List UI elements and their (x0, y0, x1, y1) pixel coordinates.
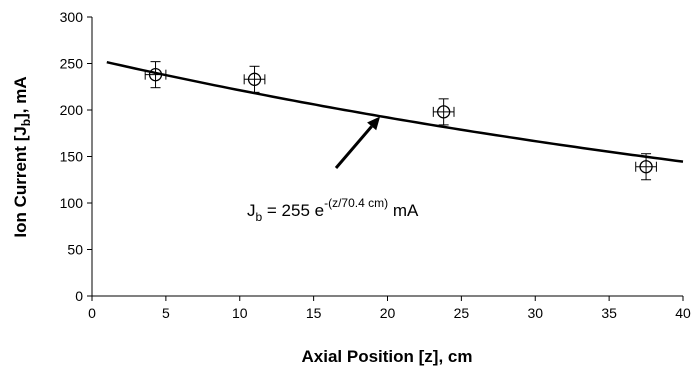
x-tick-label: 15 (306, 305, 322, 321)
x-tick-label: 35 (601, 305, 617, 321)
x-ticks: 0 5 10 15 20 25 30 35 40 (88, 296, 691, 321)
y-tick-label: 50 (67, 242, 83, 258)
data-points (144, 61, 657, 181)
annotation-arrow (334, 125, 373, 169)
x-tick-label: 10 (232, 305, 248, 321)
data-point (432, 98, 455, 126)
fit-curve (106, 60, 684, 163)
x-tick-label: 30 (527, 305, 543, 321)
x-tick-label: 5 (162, 305, 170, 321)
point-marker (639, 160, 653, 174)
data-point (243, 65, 266, 93)
axes (91, 17, 683, 297)
y-tick-label: 0 (75, 288, 83, 304)
y-tick-label: 250 (60, 56, 84, 72)
equation-label: Jb = 255 e-(z/70.4 cm) mA (247, 196, 419, 224)
y-ticks: 0 50 100 150 200 250 300 (60, 9, 92, 304)
annotation-arrow-head (367, 116, 381, 131)
point-marker (148, 68, 163, 82)
point-marker (247, 72, 262, 86)
point-marker (436, 105, 451, 119)
y-axis-title: Ion Current [Jb], mA (11, 76, 33, 237)
x-tick-label: 25 (454, 305, 470, 321)
x-axis-title: Axial Position [z], cm (302, 347, 473, 366)
y-tick-label: 300 (60, 9, 84, 25)
x-tick-label: 40 (675, 305, 691, 321)
x-tick-label: 0 (88, 305, 96, 321)
y-tick-label: 150 (60, 149, 84, 165)
x-tick-label: 20 (380, 305, 396, 321)
y-tick-label: 200 (60, 102, 84, 118)
data-point (144, 61, 167, 89)
data-point (635, 153, 657, 181)
y-tick-label: 100 (60, 195, 84, 211)
